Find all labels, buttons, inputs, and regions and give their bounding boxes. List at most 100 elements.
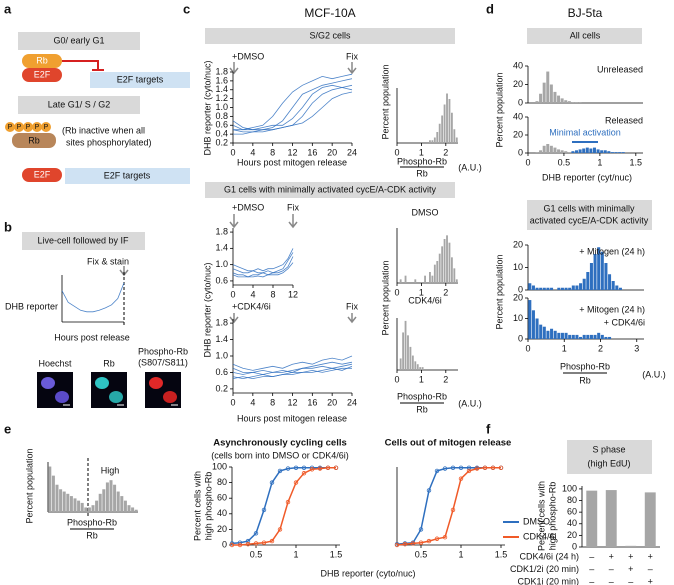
arrow bbox=[347, 313, 357, 324]
histogram-bar bbox=[127, 505, 131, 512]
histogram-bar bbox=[585, 147, 589, 153]
image-label: Hoechst bbox=[38, 358, 72, 368]
nucleus bbox=[55, 391, 69, 403]
histogram-bar bbox=[446, 235, 448, 283]
x-tick-label: 2 bbox=[443, 147, 448, 157]
histogram-bar bbox=[407, 335, 409, 370]
histogram-bar bbox=[557, 287, 561, 290]
arrow bbox=[229, 313, 239, 324]
annotation: Unreleased bbox=[597, 64, 643, 74]
nucleus bbox=[163, 391, 177, 403]
x-tick-label: 1 bbox=[458, 549, 463, 559]
histogram-bar bbox=[450, 257, 453, 283]
micrograph bbox=[37, 372, 73, 408]
x-tick-label: 8 bbox=[270, 147, 275, 157]
x-tick-label: 1.5 bbox=[630, 157, 643, 167]
panel-a: G0/ early G1 Rb E2F E2F targets Late G1/… bbox=[5, 32, 190, 184]
y-tick-label: 20 bbox=[513, 292, 523, 302]
y-tick-label: 60 bbox=[217, 493, 227, 503]
x-label: Phospho-Rb bbox=[397, 391, 447, 401]
histogram-bar bbox=[539, 324, 543, 339]
condition: – bbox=[628, 576, 633, 585]
histogram-bar bbox=[596, 149, 600, 153]
note: sites phosphorylated) bbox=[66, 137, 152, 147]
histogram-bar bbox=[414, 279, 417, 283]
panel-letter: f bbox=[486, 421, 491, 436]
histogram-bar bbox=[582, 278, 586, 290]
y-tick-label: 60 bbox=[567, 507, 577, 517]
bar bbox=[625, 545, 637, 547]
histogram-bar bbox=[549, 145, 553, 153]
x-tick-label: 16 bbox=[307, 397, 317, 407]
histogram-bar bbox=[66, 493, 70, 512]
y-tick-label: 1.6 bbox=[215, 75, 228, 85]
x-tick-label: 24 bbox=[347, 147, 357, 157]
annotation: Released bbox=[605, 115, 643, 125]
histogram-bar bbox=[399, 358, 402, 370]
e2f-protein bbox=[22, 168, 62, 182]
histogram-bar bbox=[438, 123, 441, 143]
histogram-bar bbox=[589, 334, 593, 339]
histogram-bar bbox=[597, 332, 601, 339]
histogram-bar bbox=[582, 334, 586, 339]
y-tick-label: 1.4 bbox=[215, 334, 228, 344]
x-label: Rb bbox=[416, 168, 428, 178]
histogram-bar bbox=[575, 334, 579, 339]
x-label: Phospho-Rb bbox=[560, 361, 610, 371]
histogram-bar bbox=[579, 283, 583, 290]
y-tick-label: 40 bbox=[217, 508, 227, 518]
bar bbox=[586, 490, 598, 547]
histogram-bar bbox=[48, 466, 52, 512]
histogram-bar bbox=[546, 287, 550, 290]
y-tick-label: 0 bbox=[518, 147, 523, 157]
x-label: Phospho-Rb bbox=[397, 156, 447, 166]
histogram-bar bbox=[567, 101, 571, 103]
x-tick-label: 1 bbox=[562, 343, 567, 353]
histogram-bar bbox=[424, 275, 426, 283]
arrow bbox=[347, 62, 357, 75]
note: (Rb inactive when all bbox=[62, 125, 145, 135]
x-tick-label: 4 bbox=[250, 289, 255, 299]
histogram-bar bbox=[579, 336, 583, 339]
x-tick-label: 20 bbox=[327, 397, 337, 407]
chart-title: Asynchronously cycling cells bbox=[213, 438, 347, 449]
x-tick-label: 0 bbox=[394, 147, 399, 157]
x-tick-label: 0 bbox=[230, 397, 235, 407]
histogram-bar bbox=[550, 287, 554, 290]
annotation: + Mitogen (24 h) bbox=[579, 246, 645, 256]
condition: + bbox=[628, 551, 633, 561]
target-label: E2F targets bbox=[117, 74, 164, 84]
histogram-bar bbox=[134, 509, 138, 512]
histogram-bar bbox=[446, 93, 448, 143]
y-tick-label: 1.2 bbox=[215, 93, 228, 103]
histogram-bar bbox=[441, 115, 444, 143]
y-tick-label: 1.8 bbox=[215, 317, 228, 327]
histogram-bar bbox=[586, 334, 590, 339]
y-label: Percent population bbox=[380, 64, 390, 139]
histogram-bar bbox=[113, 484, 117, 512]
y-label: high phospho-Rb bbox=[203, 472, 213, 541]
annotation: DMSO bbox=[412, 207, 439, 217]
panel-c: MCF-10A S/G2 cells G1 cells with minimal… bbox=[202, 6, 481, 423]
histogram-bar bbox=[553, 330, 557, 339]
trace bbox=[232, 78, 353, 133]
histogram-bar bbox=[575, 150, 579, 153]
y-tick-label: 1.4 bbox=[215, 84, 228, 94]
histogram-bar bbox=[542, 145, 546, 153]
panel-title: MCF-10A bbox=[304, 6, 355, 20]
panel-letter: c bbox=[183, 1, 190, 16]
histogram-bar bbox=[568, 287, 572, 290]
histogram-bar bbox=[600, 150, 604, 153]
trace bbox=[231, 467, 336, 545]
header: S phase bbox=[592, 444, 625, 454]
y-label: DHB reporter (cyto/nuc) bbox=[202, 60, 212, 155]
y-tick-label: 80 bbox=[567, 495, 577, 505]
condition: – bbox=[589, 564, 594, 574]
histogram-bar bbox=[564, 332, 568, 339]
histogram-bar bbox=[441, 246, 444, 283]
arrow bbox=[229, 62, 239, 75]
annotation: Fix bbox=[346, 51, 358, 61]
annotation: +CDK4/6i bbox=[232, 301, 271, 311]
state-box bbox=[18, 96, 140, 114]
